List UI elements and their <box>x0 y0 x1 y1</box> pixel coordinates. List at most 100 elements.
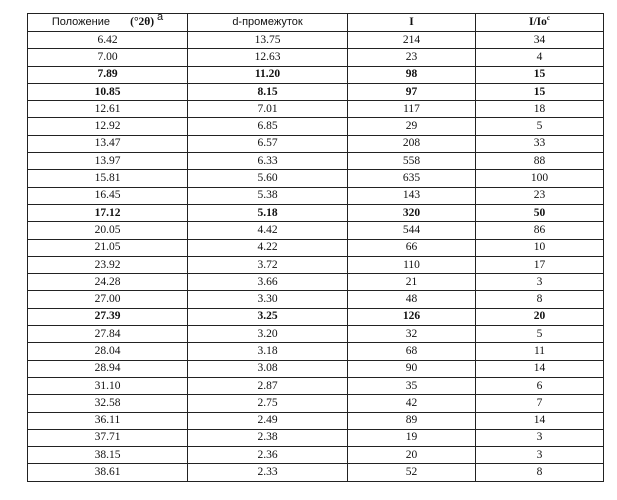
cell-intensity: 208 <box>347 134 476 154</box>
cell-position: 13.47 <box>27 134 188 154</box>
cell-position: 12.92 <box>27 117 188 136</box>
cell-d-spacing: 2.36 <box>187 446 348 465</box>
table-row: 16.45 5.38 143 23 <box>27 186 604 205</box>
cell-position: 27.39 <box>27 307 188 327</box>
cell-d-spacing: 3.20 <box>187 325 348 344</box>
table-header: Положение (°2θ) a d-промежуток I I/Ioc <box>27 11 604 32</box>
cell-intensity: 29 <box>347 117 476 136</box>
cell-relative-intensity: 33 <box>475 134 604 154</box>
cell-relative-intensity: 86 <box>475 221 604 240</box>
cell-position: 21.05 <box>27 238 188 257</box>
cell-relative-intensity: 3 <box>475 428 604 448</box>
table-row: 13.47 6.57 208 33 <box>27 134 604 154</box>
cell-relative-intensity: 18 <box>475 100 604 119</box>
cell-intensity: 143 <box>347 186 476 205</box>
table-row: 7.00 12.63 23 4 <box>27 48 604 67</box>
cell-d-spacing: 4.42 <box>187 221 348 240</box>
cell-d-spacing: 3.08 <box>187 359 348 378</box>
cell-position: 38.15 <box>27 446 188 465</box>
table-row: 21.05 4.22 66 10 <box>27 238 604 257</box>
cell-d-spacing: 4.22 <box>187 238 348 257</box>
cell-intensity: 23 <box>347 48 476 67</box>
cell-relative-intensity: 15 <box>475 65 604 84</box>
cell-intensity: 19 <box>347 428 476 448</box>
cell-d-spacing: 2.49 <box>187 411 348 430</box>
cell-intensity: 558 <box>347 152 476 171</box>
cell-relative-intensity: 10 <box>475 238 604 257</box>
cell-d-spacing: 8.15 <box>187 82 348 102</box>
cell-intensity: 20 <box>347 446 476 465</box>
cell-position: 28.04 <box>27 342 188 361</box>
cell-intensity: 126 <box>347 307 476 327</box>
table-row: 28.04 3.18 68 11 <box>27 342 604 361</box>
table-row: 10.85 8.15 97 15 <box>27 82 604 102</box>
cell-intensity: 110 <box>347 255 476 275</box>
cell-d-spacing: 2.87 <box>187 376 348 396</box>
cell-position: 17.12 <box>27 203 188 223</box>
table-row: 31.10 2.87 35 6 <box>27 376 604 396</box>
cell-d-spacing: 13.75 <box>187 30 348 50</box>
cell-relative-intensity: 3 <box>475 446 604 465</box>
cell-d-spacing: 2.75 <box>187 394 348 413</box>
table-row: 12.92 6.85 29 5 <box>27 117 604 136</box>
table-row: 6.42 13.75 214 34 <box>27 30 604 50</box>
cell-intensity: 52 <box>347 463 476 482</box>
header-relative-intensity-label: I/Io <box>528 16 547 28</box>
table-row: 20.05 4.42 544 86 <box>27 221 604 240</box>
table-row: 27.39 3.25 126 20 <box>27 307 604 327</box>
table-row: 15.81 5.60 635 100 <box>27 169 604 188</box>
cell-intensity: 42 <box>347 394 476 413</box>
cell-d-spacing: 6.57 <box>187 134 348 154</box>
header-position: Положение (°2θ) a <box>27 11 188 32</box>
cell-position: 36.11 <box>27 411 188 430</box>
cell-intensity: 97 <box>347 82 476 102</box>
header-position-label: Положение <box>51 16 110 28</box>
cell-intensity: 66 <box>347 238 476 257</box>
table-row: 13.97 6.33 558 88 <box>27 152 604 171</box>
table-row: 28.94 3.08 90 14 <box>27 359 604 378</box>
cell-intensity: 98 <box>347 65 476 84</box>
cell-position: 20.05 <box>27 221 188 240</box>
cell-relative-intensity: 3 <box>475 273 604 292</box>
cell-d-spacing: 7.01 <box>187 100 348 119</box>
cell-intensity: 544 <box>347 221 476 240</box>
table-row: 23.92 3.72 110 17 <box>27 255 604 275</box>
cell-relative-intensity: 88 <box>475 152 604 171</box>
cell-position: 13.97 <box>27 152 188 171</box>
cell-d-spacing: 2.33 <box>187 463 348 482</box>
cell-d-spacing: 11.20 <box>187 65 348 84</box>
cell-d-spacing: 2.38 <box>187 428 348 448</box>
cell-intensity: 635 <box>347 169 476 188</box>
cell-position: 7.00 <box>27 48 188 67</box>
cell-relative-intensity: 8 <box>475 290 604 309</box>
header-position-footnote: a <box>157 11 164 24</box>
header-position-unit: (°2θ) <box>130 16 155 28</box>
cell-relative-intensity: 4 <box>475 48 604 67</box>
cell-d-spacing: 5.18 <box>187 203 348 223</box>
cell-d-spacing: 12.63 <box>187 48 348 67</box>
cell-d-spacing: 3.25 <box>187 307 348 327</box>
table-row: 17.12 5.18 320 50 <box>27 203 604 223</box>
cell-d-spacing: 5.38 <box>187 186 348 205</box>
cell-position: 37.71 <box>27 428 188 448</box>
cell-relative-intensity: 14 <box>475 411 604 430</box>
cell-intensity: 32 <box>347 325 476 344</box>
cell-position: 28.94 <box>27 359 188 378</box>
table-row: 38.15 2.36 20 3 <box>27 446 604 465</box>
xrd-peak-table: Положение (°2θ) a d-промежуток I I/Ioc 6… <box>27 11 604 482</box>
cell-relative-intensity: 5 <box>475 325 604 344</box>
header-relative-intensity: I/Ioc <box>475 13 604 32</box>
cell-d-spacing: 5.60 <box>187 169 348 188</box>
cell-intensity: 117 <box>347 100 476 119</box>
cell-d-spacing: 3.18 <box>187 342 348 361</box>
cell-position: 15.81 <box>27 169 188 188</box>
cell-intensity: 48 <box>347 290 476 309</box>
table-row: 38.61 2.33 52 8 <box>27 463 604 482</box>
cell-relative-intensity: 5 <box>475 117 604 136</box>
table-row: 7.89 11.20 98 15 <box>27 65 604 84</box>
cell-relative-intensity: 14 <box>475 359 604 378</box>
table-row: 27.84 3.20 32 5 <box>27 325 604 344</box>
header-d-spacing: d-промежуток <box>187 13 348 32</box>
table-row: 12.61 7.01 117 18 <box>27 100 604 119</box>
cell-position: 7.89 <box>27 65 188 84</box>
